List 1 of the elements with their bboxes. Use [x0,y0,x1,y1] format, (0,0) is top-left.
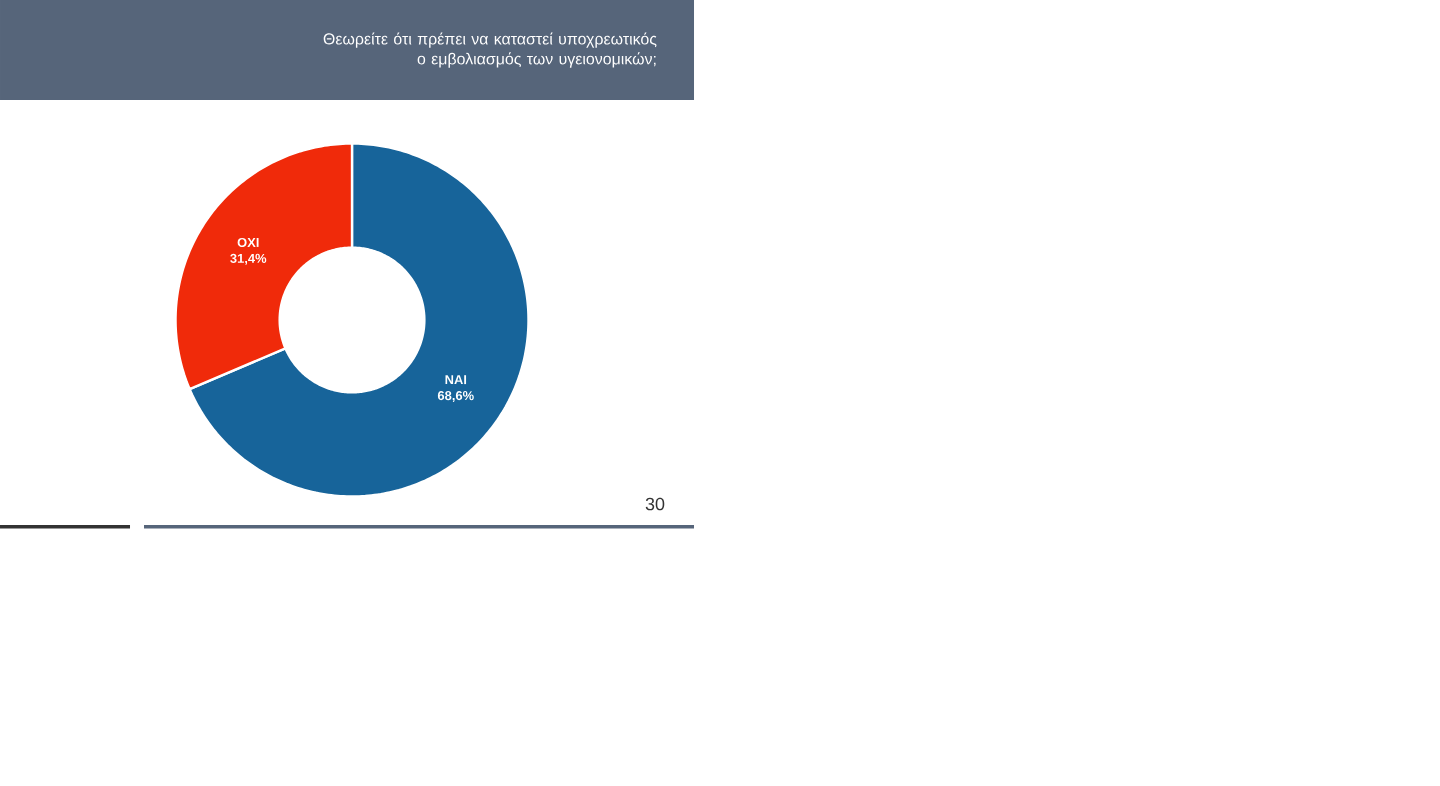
text: 30 [645,497,665,511]
